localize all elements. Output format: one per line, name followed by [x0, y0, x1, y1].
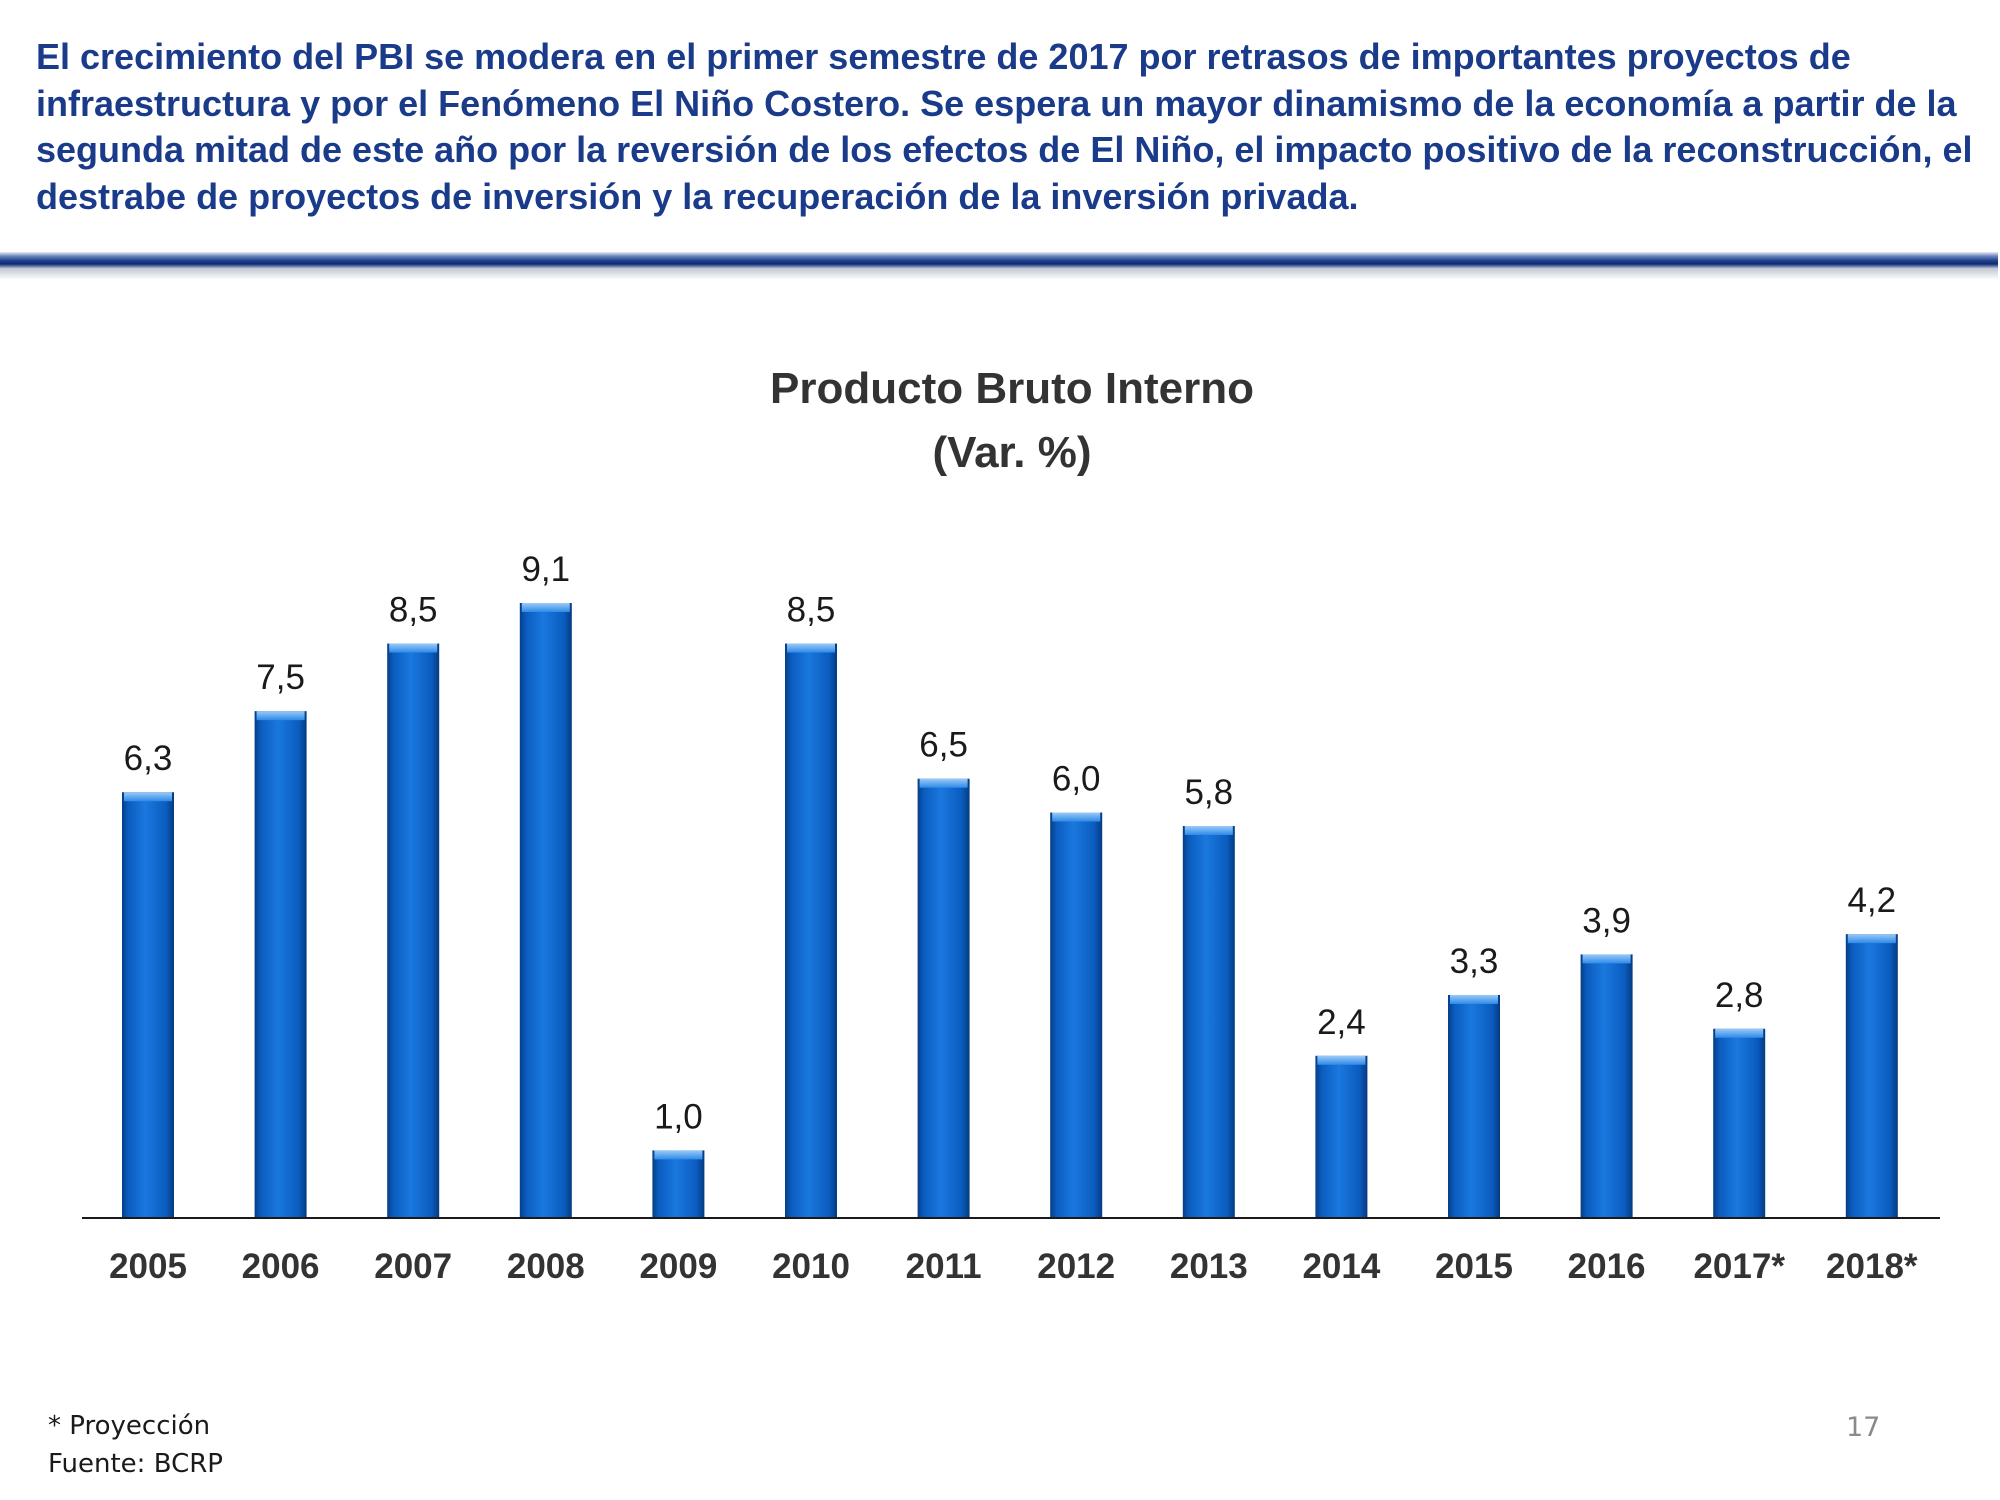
- header-divider: [0, 252, 1998, 268]
- value-label-2008: 9,1: [521, 550, 570, 589]
- bar-2007: [387, 643, 440, 1218]
- bar-highlight-2018*: [1847, 934, 1896, 944]
- bar-2011: [917, 778, 970, 1218]
- bar-2012: [1050, 812, 1103, 1218]
- bar-highlight-2014: [1317, 1055, 1366, 1065]
- category-label-2013: 2013: [1170, 1247, 1248, 1286]
- bar-2006: [254, 711, 307, 1218]
- value-label-2016: 3,9: [1582, 901, 1631, 940]
- category-label-2006: 2006: [242, 1247, 320, 1286]
- bar-highlight-2009: [654, 1150, 703, 1160]
- bar-2010: [785, 643, 837, 1218]
- bar-2009: [652, 1150, 705, 1218]
- category-label-2015: 2015: [1435, 1247, 1513, 1286]
- bar-2018*: [1845, 934, 1898, 1218]
- bar-highlight-2013: [1184, 826, 1233, 836]
- bar-highlight-2008: [521, 603, 570, 612]
- bar-highlight-2015: [1450, 994, 1498, 1004]
- chart-title: Producto Bruto Interno: [770, 364, 1254, 413]
- category-label-2005: 2005: [109, 1247, 187, 1286]
- value-label-2011: 6,5: [919, 726, 968, 765]
- value-label-2017*: 2,8: [1715, 976, 1764, 1015]
- category-label-2012: 2012: [1037, 1247, 1115, 1286]
- category-label-2011: 2011: [906, 1247, 982, 1286]
- bar-highlight-2017*: [1715, 1028, 1764, 1038]
- value-label-2015: 3,3: [1450, 942, 1499, 981]
- category-label-2008: 2008: [507, 1247, 585, 1286]
- bar-2014: [1315, 1055, 1368, 1218]
- bars-group: [122, 603, 1898, 1218]
- value-label-2014: 2,4: [1317, 1003, 1366, 1042]
- bar-2013: [1182, 826, 1235, 1218]
- header-text: El crecimiento del PBI se modera en el p…: [36, 36, 1973, 217]
- footnote-source: Fuente: BCRP: [48, 1449, 223, 1479]
- bar-2015: [1448, 994, 1500, 1218]
- value-label-2005: 6,3: [124, 739, 173, 778]
- category-label-2007: 2007: [374, 1247, 452, 1286]
- bar-highlight-2016: [1582, 954, 1631, 964]
- value-label-2010: 8,5: [787, 591, 836, 630]
- bar-highlight-2007: [389, 643, 438, 653]
- header-divider-shadow: [0, 268, 1998, 280]
- value-label-2007: 8,5: [389, 591, 438, 630]
- value-labels-group: 6,3 7,5 8,5 9,1 1,0 8,5 6,5 6,0 5,8 2,4 3,3 3,9 2,8 4…: [124, 550, 1896, 1136]
- bar-highlight-2010: [787, 643, 835, 653]
- bar-highlight-2005: [124, 792, 172, 802]
- bar-highlight-2011: [919, 778, 968, 788]
- bar-highlight-2012: [1052, 812, 1101, 822]
- bar-2016: [1580, 954, 1633, 1218]
- value-label-2018*: 4,2: [1847, 881, 1896, 920]
- value-label-2006: 7,5: [256, 658, 305, 697]
- footnote: * Proyección Fuente: BCRP: [48, 1407, 223, 1483]
- bar-2005: [122, 792, 174, 1218]
- category-label-2009: 2009: [639, 1247, 717, 1286]
- category-label-2010: 2010: [772, 1247, 850, 1286]
- category-label-2014: 2014: [1302, 1247, 1380, 1286]
- page-number: 17: [1846, 1412, 1881, 1443]
- value-label-2012: 6,0: [1052, 760, 1101, 799]
- footnote-projection: * Proyección: [48, 1411, 211, 1441]
- category-label-2018*: 2018*: [1826, 1247, 1918, 1286]
- category-label-2017*: 2017*: [1693, 1247, 1785, 1286]
- category-labels-group: 2005 2006 2007 2008 2009 2010 2011 2012 2013 2014…: [109, 1247, 1918, 1286]
- bar-2017*: [1713, 1028, 1766, 1218]
- bar-highlight-2006: [256, 711, 305, 721]
- value-label-2009: 1,0: [654, 1097, 703, 1136]
- category-label-2016: 2016: [1568, 1247, 1646, 1286]
- bar-2008: [519, 603, 572, 1218]
- value-label-2013: 5,8: [1184, 773, 1233, 812]
- chart-subtitle: (Var. %): [933, 428, 1092, 477]
